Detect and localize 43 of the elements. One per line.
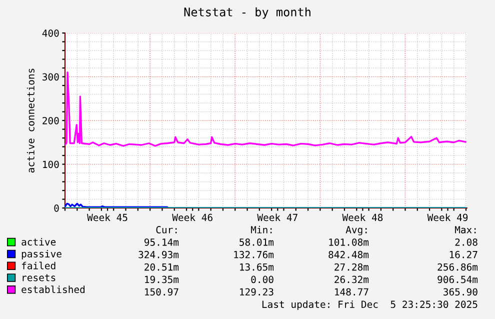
- text: 19.35m: [145, 276, 179, 284]
- text: 2.08: [455, 238, 478, 246]
- legend-label: passive: [22, 250, 62, 260]
- text: Last update: Fri Dec 5 23:25:30 2025: [262, 300, 478, 310]
- text: 58.01m: [240, 238, 274, 246]
- text: 150.97: [145, 288, 178, 296]
- x-tick-label: Week 49: [427, 214, 468, 222]
- y-tick-label: 0: [54, 204, 59, 212]
- text: 132.76m: [234, 250, 274, 258]
- text: 842.48m: [328, 250, 369, 258]
- text: Avg:: [346, 226, 367, 236]
- x-tick-label: Week 48: [342, 214, 383, 222]
- text: 101.08m: [329, 238, 369, 246]
- text: 95.14m: [144, 238, 179, 246]
- x-tick-label: Week 47: [257, 214, 298, 222]
- y-tick-label: 100: [43, 160, 59, 168]
- text: Cur:: [156, 226, 177, 234]
- text: 16.27: [450, 250, 478, 258]
- y-tick-label: 400: [42, 30, 59, 37]
- text: 129.23: [240, 288, 274, 296]
- text: 324.93m: [138, 250, 179, 258]
- y-axis-title: active connections: [26, 68, 34, 173]
- text: 20.51m: [144, 263, 179, 271]
- text: 0.00: [251, 276, 274, 284]
- legend-label: active: [22, 238, 56, 246]
- legend-label: resets: [22, 274, 56, 282]
- legend-label: failed: [22, 262, 56, 270]
- chart-title: Netstat - by month: [184, 7, 310, 19]
- x-tick-label: Week 45: [87, 214, 128, 222]
- x-tick-label: Week 46: [172, 214, 212, 222]
- text: 256.86m: [438, 263, 478, 271]
- text: 13.65m: [240, 263, 274, 271]
- legend-label: established: [22, 286, 85, 294]
- text: Min:: [250, 226, 272, 234]
- text: 365.90: [444, 288, 478, 296]
- y-tick-label: 200: [42, 117, 59, 124]
- text: 26.32m: [334, 276, 369, 284]
- text: 148.77: [335, 288, 368, 296]
- line-series: [65, 72, 466, 147]
- text: 906.54m: [438, 276, 478, 284]
- y-tick-label: 300: [42, 73, 59, 81]
- text: Max:: [454, 226, 476, 234]
- text: 27.28m: [334, 263, 369, 271]
